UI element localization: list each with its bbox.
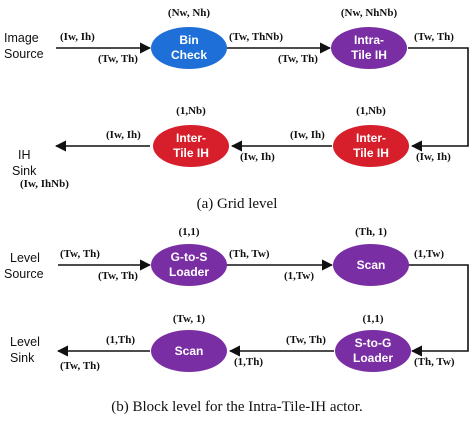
scan-top-ellipse	[333, 244, 409, 286]
inter-tile-ih-right-label-line1: Inter-	[356, 131, 386, 145]
inter-tile-ih-right-rate: (1,Nb)	[356, 105, 386, 117]
block-edge-scan-to-s2g	[408, 264, 469, 357]
node-inter-tile-ih-left: Inter- Tile IH	[153, 125, 229, 167]
edge-label-src-g2s-in: (Tw, Th)	[98, 270, 138, 282]
scan-bottom-label: Scan	[175, 344, 204, 358]
grid-sink-label-line1: IH	[18, 148, 31, 162]
node-scan-bottom: Scan	[151, 330, 227, 372]
intra-tile-ih-ellipse	[331, 27, 407, 69]
node-intra-tile-ih: Intra- Tile IH	[331, 27, 407, 69]
bin-check-rate: (Nw, Nh)	[168, 7, 211, 19]
inter-tile-ih-left-label-line1: Inter-	[176, 131, 206, 145]
block-source-label-line1: Level	[10, 251, 40, 265]
intra-tile-ih-label-line1: Intra-	[354, 33, 384, 47]
edge-label-g2s-scan-in: (1,Tw)	[284, 270, 314, 282]
node-s-to-g-loader: S-to-G Loader	[335, 330, 411, 372]
edge-label-inter-inter-out: (Iw, Ih)	[290, 129, 325, 141]
grid-edge-intra-to-inter	[408, 47, 469, 152]
scan-top-label: Scan	[357, 258, 386, 272]
edge-label-scan-s2g-out: (1,Tw)	[414, 248, 444, 260]
edge-label-scan-sink-in: (Tw, Th)	[60, 360, 100, 372]
s-to-g-loader-ellipse	[335, 330, 411, 372]
block-source-label-line2: Source	[4, 267, 44, 281]
edge-label-s2g-scan-in: (1,Th)	[234, 356, 263, 368]
grid-sink-label-line2: Sink	[12, 164, 37, 178]
g-to-s-loader-rate: (1,1)	[178, 226, 199, 238]
grid-source-label-line2: Source	[4, 47, 44, 61]
edge-label-inter-sink-in: (Iw, IhNb)	[20, 178, 69, 190]
scan-bottom-rate: (Tw, 1)	[173, 313, 206, 325]
inter-tile-ih-left-label-line2: Tile IH	[173, 146, 209, 160]
intra-tile-ih-rate: (Nw, NhNb)	[341, 7, 398, 19]
block-sink-label-line2: Sink	[10, 351, 35, 365]
scan-top-rate: (Th, 1)	[355, 226, 387, 238]
bin-check-ellipse	[151, 27, 227, 69]
inter-tile-ih-right-ellipse	[333, 125, 409, 167]
grid-level-caption: (a) Grid level	[197, 196, 278, 212]
grid-level-panel: Image Source IH Sink Bin Check Intra- Ti…	[4, 7, 469, 212]
g-to-s-loader-label-line2: Loader	[169, 265, 209, 279]
edge-label-s2g-scan-out: (Tw, Th)	[286, 334, 326, 346]
block-sink-label-line1: Level	[10, 335, 40, 349]
grid-source-label-line1: Image	[4, 31, 39, 45]
edge-label-scan-s2g-in: (Th, Tw)	[414, 356, 455, 368]
block-level-panel: Level Source Level Sink G-to-S Loader Sc…	[4, 226, 469, 415]
edge-label-intra-inter-in: (Iw, Ih)	[416, 151, 451, 163]
node-g-to-s-loader: G-to-S Loader	[151, 244, 227, 286]
edge-label-src-bin-out: (Iw, Ih)	[60, 31, 95, 43]
g-to-s-loader-label-line1: G-to-S	[171, 250, 208, 264]
s-to-g-loader-label-line1: S-to-G	[355, 336, 392, 350]
edge-label-g2s-scan-out: (Th, Tw)	[229, 248, 270, 260]
edge-label-intra-inter-out: (Tw, Th)	[414, 31, 454, 43]
intra-tile-ih-label-line2: Tile IH	[351, 48, 387, 62]
scan-bottom-ellipse	[151, 330, 227, 372]
edge-label-bin-intra-out: (Tw, ThNb)	[229, 31, 283, 43]
edge-label-bin-intra-in: (Tw, Th)	[278, 53, 318, 65]
bin-check-label-line2: Check	[171, 48, 207, 62]
edge-label-inter-inter-in: (Iw, Ih)	[240, 151, 275, 163]
s-to-g-loader-label-line2: Loader	[353, 351, 393, 365]
bin-check-label-line1: Bin	[179, 33, 198, 47]
edge-label-src-g2s-out: (Tw, Th)	[60, 248, 100, 260]
s-to-g-loader-rate: (1,1)	[362, 313, 383, 325]
inter-tile-ih-left-ellipse	[153, 125, 229, 167]
node-scan-top: Scan	[333, 244, 409, 286]
node-inter-tile-ih-right: Inter- Tile IH	[333, 125, 409, 167]
inter-tile-ih-right-label-line2: Tile IH	[353, 146, 389, 160]
edge-label-src-bin-in: (Tw, Th)	[98, 53, 138, 65]
inter-tile-ih-left-rate: (1,Nb)	[176, 105, 206, 117]
edge-label-scan-sink-out: (1,Th)	[106, 334, 135, 346]
block-level-caption: (b) Block level for the Intra-Tile-IH ac…	[111, 399, 362, 415]
g-to-s-loader-ellipse	[151, 244, 227, 286]
node-bin-check: Bin Check	[151, 27, 227, 69]
edge-label-inter-sink-out: (Iw, Ih)	[106, 129, 141, 141]
